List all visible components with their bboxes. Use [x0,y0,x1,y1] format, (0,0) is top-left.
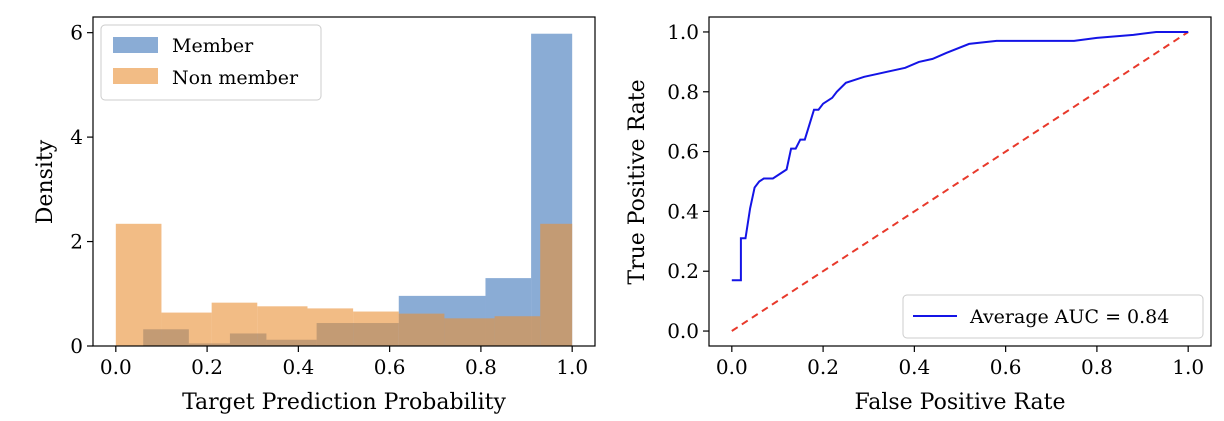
histogram-x-axis-title: Target Prediction Probability [182,390,506,415]
histogram-x-tick-label: 0.0 [100,355,132,379]
histogram-x-tick-label: 1.0 [556,355,588,379]
histogram-bar-non-member-3 [257,306,308,346]
histogram-x-ticks: 0.0 0.2 0.4 0.6 0.8 1.0 [100,346,588,379]
roc-y-ticks: 0.0 0.2 0.4 0.6 0.8 1.0 [667,20,709,343]
roc-x-ticks: 0.0 0.2 0.4 0.6 0.8 1.0 [716,346,1204,379]
roc-y-tick-label: 0.4 [667,199,699,223]
histogram-y-tick-label: 4 [70,125,83,149]
roc-legend: Average AUC = 0.84 [902,294,1204,339]
histogram-bar-non-member-0 [115,223,162,346]
histogram-bar-non-member-1 [161,312,212,346]
histogram-bar-non-member-8 [494,316,541,346]
histogram-chart: 0.0 0.2 0.4 0.6 0.8 1.0 0 2 4 6 Target Predictio… [33,16,596,415]
histogram-x-tick-label: 0.4 [282,355,314,379]
legend-label-auc: Average AUC = 0.84 [969,306,1169,328]
histogram-x-tick-label: 0.2 [191,355,223,379]
roc-y-tick-label: 1.0 [667,20,699,44]
roc-lines [731,31,1189,332]
roc-x-tick-label: 0.0 [716,355,748,379]
roc-curve-line [731,31,1189,282]
histogram-bar-non-member-9 [540,223,573,346]
histogram-bars [115,33,573,346]
legend-swatch-non-member [113,68,158,84]
roc-x-tick-label: 1.0 [1172,355,1204,379]
histogram-bar-non-member-2 [211,302,258,346]
histogram-y-ticks: 0 2 4 6 [70,21,93,358]
histogram-y-tick-label: 6 [70,21,83,45]
histogram-bar-non-member-5 [353,311,399,346]
histogram-y-tick-label: 0 [70,334,83,358]
histogram-plot-frame [92,16,596,347]
roc-chance-diagonal-line [731,31,1189,332]
histogram-x-tick-label: 0.6 [374,355,406,379]
legend-label-member: Member [172,35,254,57]
roc-y-tick-label: 0.0 [667,319,699,343]
roc-y-tick-label: 0.6 [667,140,699,164]
roc-legend-box [902,294,1204,339]
roc-x-tick-label: 0.8 [1081,355,1113,379]
histogram-y-axis-title: Density [33,139,58,224]
roc-x-tick-label: 0.2 [807,355,839,379]
histogram-bar-non-member-7 [444,318,495,346]
roc-x-axis-title: False Positive Rate [854,390,1065,415]
roc-y-axis-title: True Positive Rate [625,79,650,284]
histogram-legend: Member Non member [100,24,322,101]
histogram-x-tick-label: 0.8 [465,355,497,379]
roc-x-tick-label: 0.6 [990,355,1022,379]
legend-swatch-member [113,37,158,53]
histogram-bar-non-member-6 [398,313,445,346]
roc-chart: 0.0 0.2 0.4 0.6 0.8 1.0 0.0 0.2 0.4 0.6 0.8 1.0 Fa… [625,16,1212,415]
roc-x-tick-label: 0.4 [898,355,930,379]
roc-y-tick-label: 0.2 [667,259,699,283]
histogram-y-tick-label: 2 [70,230,83,254]
roc-y-tick-label: 0.8 [667,80,699,104]
legend-label-non-member: Non member [172,67,299,89]
roc-plot-frame [708,16,1212,347]
histogram-bar-non-member-4 [307,308,354,346]
